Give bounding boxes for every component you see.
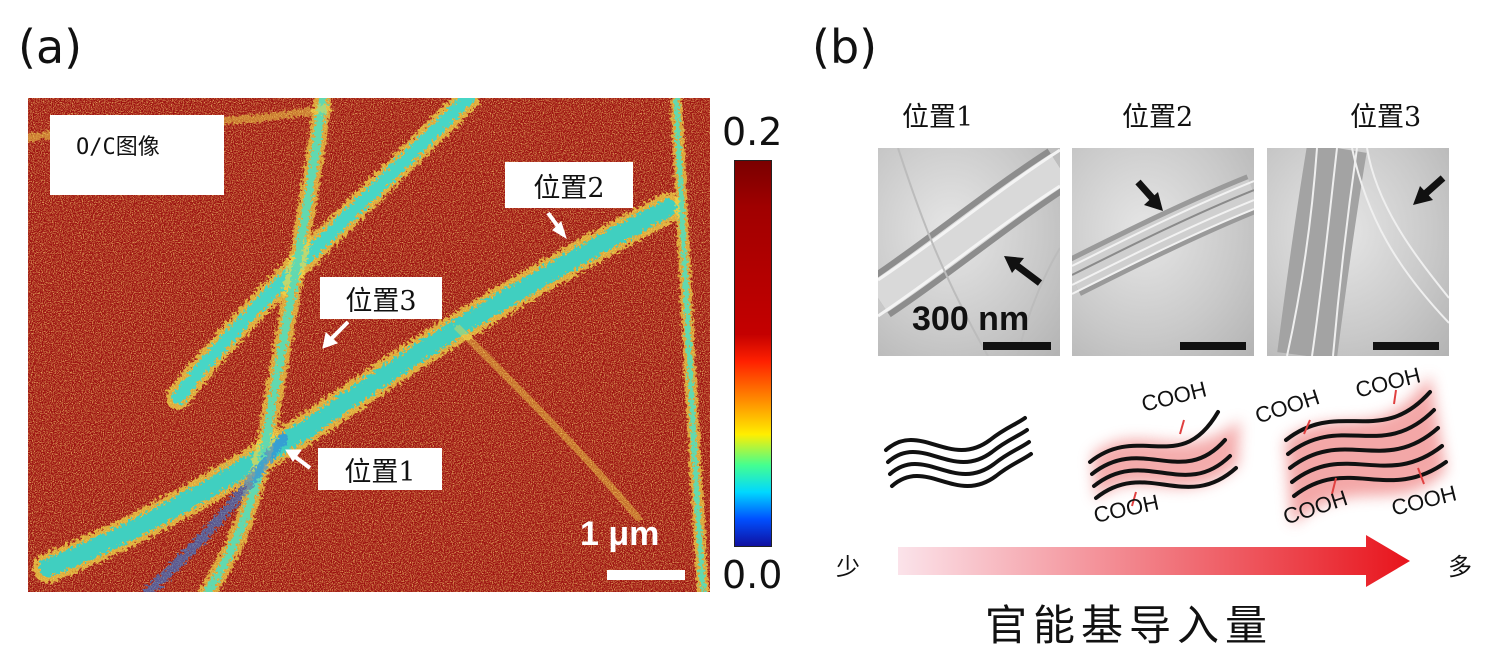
position-1-label: 位置1	[318, 448, 442, 490]
arrow-icon	[328, 320, 350, 342]
tem-scale-bar-2	[1180, 342, 1246, 350]
tem-arrow-3-icon	[1422, 175, 1446, 197]
bundle-low	[884, 416, 1033, 488]
bundle-medium	[1088, 410, 1240, 507]
image-type-label: O/C图像	[50, 115, 224, 195]
arrow-head-icon	[285, 449, 302, 462]
arrow-head-icon	[552, 221, 567, 240]
position-2-label: 位置2	[505, 162, 633, 208]
bundle-high	[1284, 375, 1448, 525]
tem-arrow-1-icon	[1013, 262, 1043, 286]
tem-position-1-title: 位置1	[902, 102, 974, 133]
axis-low-label: 少	[836, 553, 860, 581]
tem-image-position-2	[1072, 148, 1254, 356]
image-type-text: O/C图像	[76, 135, 160, 160]
tem-scale-bar-1	[983, 342, 1051, 350]
tem-position-2-title: 位置2	[1122, 102, 1194, 133]
colorbar-min-label: 0.0	[722, 553, 783, 597]
tem-position-3-title: 位置3	[1350, 102, 1422, 133]
tem-fibers-3	[1277, 148, 1449, 356]
colorbar-max-label: 0.2	[722, 110, 783, 154]
tem-fibers-1	[878, 148, 1060, 356]
arrow-head-icon	[322, 332, 338, 349]
tem-image-position-1	[878, 148, 1060, 356]
colorbar	[734, 160, 772, 547]
tem-arrow-2-icon	[1135, 179, 1157, 203]
tem-image-position-3	[1267, 148, 1449, 356]
functional-group-arrow	[898, 535, 1410, 587]
gradient-arrow-icon	[898, 535, 1410, 587]
map-scale-text: 1 μm	[580, 515, 660, 553]
panel-a-label: (a)	[18, 20, 83, 74]
tem-scale-bar-3	[1373, 342, 1439, 350]
arrow-icon	[292, 454, 312, 470]
tem-fibers-2	[1072, 174, 1254, 296]
tem-scale-text: 300 nm	[912, 300, 1030, 338]
axis-title: 官能基导入量	[985, 601, 1274, 650]
map-scale-bar	[607, 570, 685, 580]
panel-b-label: (b)	[812, 20, 878, 74]
axis-high-label: 多	[1448, 553, 1472, 581]
position-3-label: 位置3	[320, 277, 442, 319]
